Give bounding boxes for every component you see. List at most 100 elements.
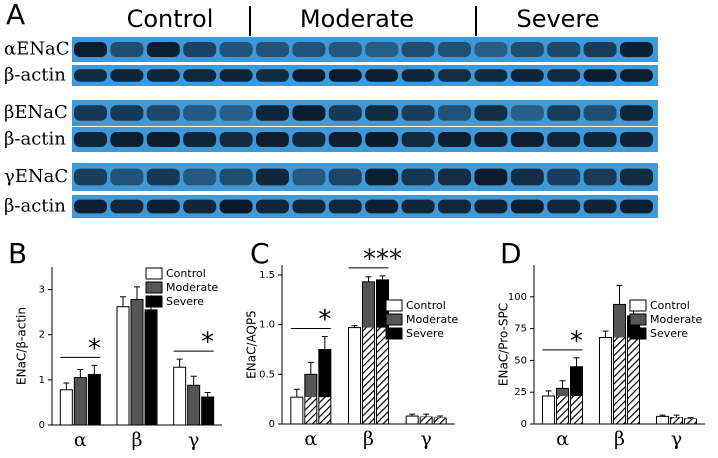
blot-band <box>146 69 180 82</box>
blot-band <box>365 105 399 121</box>
blot-band <box>183 132 217 147</box>
significance-mark: * <box>88 334 101 364</box>
blot-band <box>583 42 617 57</box>
blot-band <box>219 105 253 121</box>
bar-hatch <box>628 337 639 424</box>
blot-strip <box>72 65 658 86</box>
blot-band <box>365 168 399 186</box>
bar-hatch <box>557 396 568 424</box>
panel-label: A <box>6 0 25 31</box>
row-label: β-actin <box>4 196 66 217</box>
error-bar <box>602 330 609 338</box>
blot-band <box>365 132 399 147</box>
blot-band <box>110 168 144 186</box>
blot-band <box>365 69 399 82</box>
bar <box>656 415 669 425</box>
bar-hatch <box>685 418 696 424</box>
error-bar <box>365 276 372 282</box>
error-bar <box>437 415 444 419</box>
y-tick-label: 0 <box>269 419 275 430</box>
blot-band <box>256 168 289 186</box>
blot-band <box>219 69 253 82</box>
blot-band <box>219 42 253 57</box>
blot-band <box>110 105 144 121</box>
blot-band <box>438 199 471 214</box>
x-tick-label: β <box>614 428 625 450</box>
blot-band <box>474 42 508 57</box>
blot-band <box>510 168 544 186</box>
bar-hatch <box>319 397 331 424</box>
legend-label: Severe <box>166 295 204 308</box>
blot-band <box>183 168 217 186</box>
legend-swatch <box>629 299 647 312</box>
blot-band <box>110 199 144 214</box>
blot-band <box>438 168 471 186</box>
blot-band <box>547 199 581 214</box>
bar <box>542 395 555 425</box>
bar-hatch <box>377 327 388 424</box>
blot-band <box>583 105 617 121</box>
blot-band <box>146 199 180 214</box>
blot-band <box>510 199 544 214</box>
legend-label: Moderate <box>406 313 459 326</box>
blot-band <box>583 199 617 214</box>
error-bar <box>559 380 566 389</box>
row-label: β-actin <box>4 65 66 86</box>
y-tick-label: 25 <box>514 387 527 398</box>
error-bar <box>293 388 300 398</box>
error-bar <box>659 414 666 417</box>
blot-band <box>146 168 180 186</box>
group-label: Moderate <box>300 5 414 33</box>
bar-hatch <box>614 337 625 424</box>
blot-band <box>474 132 508 147</box>
bar <box>59 389 73 426</box>
y-tick-label: 1.0 <box>259 320 275 331</box>
blot-band <box>401 132 435 147</box>
x-tick-label: γ <box>188 429 199 451</box>
bar-hatch <box>420 417 432 424</box>
legend-label: Moderate <box>650 313 703 326</box>
group-label: Severe <box>516 5 599 33</box>
blot-band <box>365 42 399 57</box>
blot-band <box>292 199 326 214</box>
bar <box>144 309 158 426</box>
legend-label: Control <box>406 299 446 312</box>
blot-band <box>74 132 107 147</box>
significance-mark: * <box>318 305 331 335</box>
y-tick-label: 1.5 <box>259 270 275 281</box>
blot-band <box>547 168 581 186</box>
legend-swatch <box>385 299 403 312</box>
legend-swatch <box>629 327 647 340</box>
row-label: β-actin <box>4 129 66 150</box>
error-bar <box>673 414 680 418</box>
blot-band <box>256 132 289 147</box>
blot-band <box>474 168 508 186</box>
blot-band <box>620 69 653 82</box>
blot-band <box>620 42 653 57</box>
blot-band <box>328 132 362 147</box>
legend-swatch <box>145 267 163 280</box>
blot-band <box>620 168 653 186</box>
x-tick-label: α <box>556 428 569 450</box>
blot-band <box>401 42 435 57</box>
error-bar <box>616 284 623 305</box>
error-bar <box>573 357 580 367</box>
blot-band <box>219 199 253 214</box>
group-label: Control <box>127 5 214 33</box>
blot-band <box>146 132 180 147</box>
error-bar <box>307 361 314 375</box>
x-tick-label: β <box>363 428 374 450</box>
error-bar <box>176 358 183 368</box>
bar <box>405 415 419 425</box>
y-tick-label: 1 <box>39 375 45 386</box>
bar <box>290 396 304 425</box>
legend-swatch <box>385 313 403 326</box>
blot-band <box>328 105 362 121</box>
blot-band <box>328 42 362 57</box>
blot-band <box>292 132 326 147</box>
blot-band <box>292 69 326 82</box>
error-bar <box>120 296 126 307</box>
blot-band <box>474 105 508 121</box>
y-axis-label: ENaC/Pro-SPC <box>497 303 511 386</box>
significance-mark: *** <box>363 244 402 274</box>
